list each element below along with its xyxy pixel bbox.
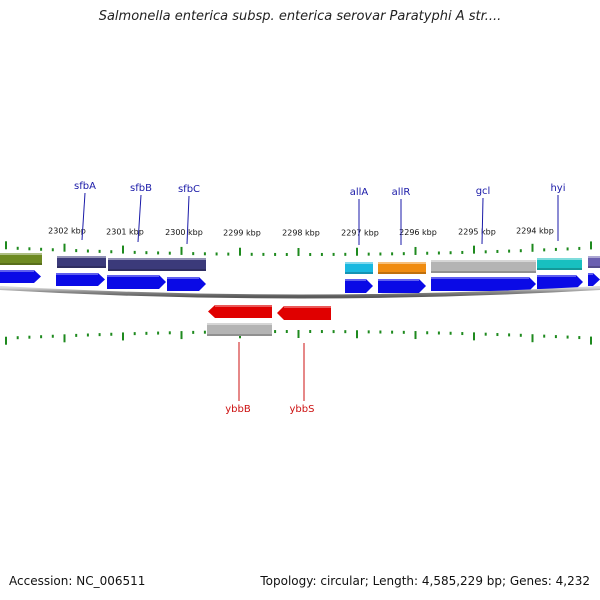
- forward-cds-arrow: [378, 279, 426, 293]
- gene-name: allA: [350, 187, 369, 198]
- scale-label: 2297 kbp: [341, 228, 379, 237]
- gene-label-gcl: gcl: [476, 186, 491, 245]
- scale-label: 2302 kbp: [48, 226, 86, 235]
- gene-labels: sfbA sfbB sfbC allA allR gcl hyi ybbB ybbS: [74, 181, 565, 415]
- gene-label-allR: allR: [392, 187, 411, 245]
- scale-label: 2299 kbp: [223, 228, 261, 237]
- map-title: Salmonella enterica subsp. enterica sero…: [98, 9, 502, 24]
- feature-block: [108, 258, 206, 271]
- gene-label-ybbS: ybbS: [290, 343, 315, 415]
- feature-block: [207, 323, 272, 336]
- gene-name: ybbS: [290, 404, 315, 415]
- feature-block: [0, 253, 42, 265]
- feature-block: [588, 256, 600, 268]
- gene-label-hyi: hyi: [550, 183, 566, 241]
- gene-label-ybbB: ybbB: [225, 342, 251, 415]
- gene-name: ybbB: [225, 404, 251, 415]
- scale-labels: 2302 kbp 2301 kbp 2300 kbp 2299 kbp 2298 kbp…: [48, 226, 554, 237]
- scale-label: 2296 kbp: [399, 228, 437, 237]
- scale-label: 2300 kbp: [165, 228, 203, 237]
- genome-backbone: [0, 286, 600, 299]
- gene-label-sfbA: sfbA: [74, 181, 96, 241]
- forward-cds-arrow: [107, 275, 166, 289]
- gene-name: allR: [392, 187, 411, 198]
- feature-block: [537, 258, 582, 270]
- forward-cds-arrow: [431, 277, 536, 291]
- genome-summary: Topology: circular; Length: 4,585,229 bp…: [260, 574, 590, 588]
- lower-scale-ticks: [5, 330, 592, 345]
- feature-block: [431, 260, 536, 273]
- gene-label-allA: allA: [350, 187, 369, 245]
- feature-block: [57, 256, 106, 268]
- scale-label: 2298 kbp: [282, 228, 320, 237]
- gene-name: sfbC: [178, 184, 200, 195]
- reverse-cds-arrow: [208, 305, 272, 318]
- gene-name: gcl: [476, 186, 491, 197]
- gene-label-sfbC: sfbC: [178, 184, 200, 245]
- forward-cds-arrow: [56, 273, 105, 286]
- forward-cds-arrow: [537, 275, 583, 289]
- accession-label: Accession: NC_006511: [9, 574, 146, 588]
- feature-tracks: [0, 253, 600, 336]
- scale-label: 2294 kbp: [516, 226, 554, 235]
- forward-cds-arrow: [167, 277, 206, 291]
- forward-cds-arrow: [0, 270, 41, 283]
- forward-cds-arrow: [588, 273, 600, 286]
- gene-name: sfbA: [74, 181, 96, 192]
- scale-label: 2301 kbp: [106, 227, 144, 236]
- gene-label-sfbB: sfbB: [130, 183, 152, 243]
- gene-name: hyi: [550, 183, 565, 194]
- scale-label: 2295 kbp: [458, 227, 496, 236]
- forward-cds-arrow: [345, 279, 373, 293]
- reverse-cds-arrow: [277, 306, 331, 320]
- gene-name: sfbB: [130, 183, 152, 194]
- upper-scale-ticks: [5, 241, 592, 256]
- feature-block: [345, 262, 373, 274]
- feature-block: [378, 262, 426, 274]
